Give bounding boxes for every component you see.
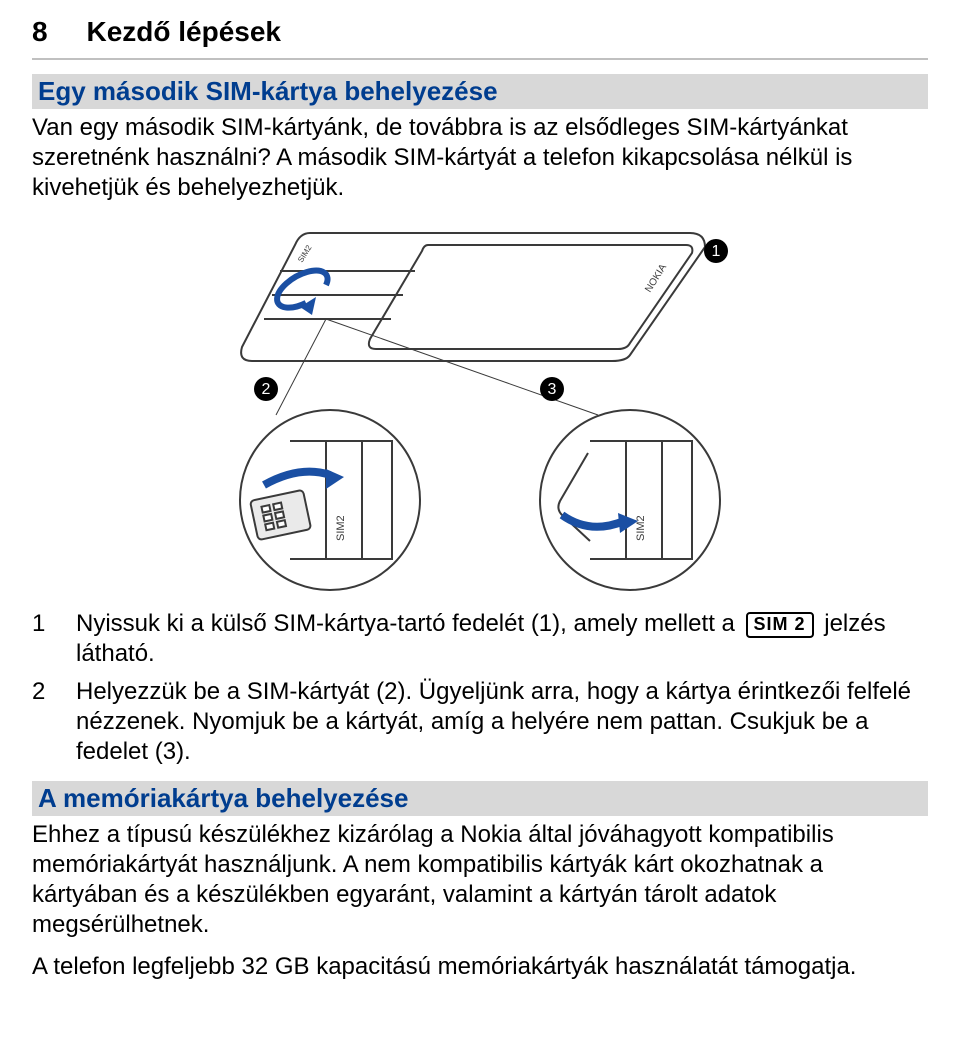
svg-text:SIM2: SIM2 — [335, 515, 347, 541]
callout-1: 1 — [712, 243, 721, 260]
svg-text:SIM2: SIM2 — [635, 515, 647, 541]
step-1-number: 1 — [32, 609, 76, 669]
sim-figure: NOKIA SIM2 1 2 3 SIM2 — [130, 215, 830, 595]
footer-text: A telefon legfeljebb 32 GB kapacitású me… — [32, 952, 928, 982]
step-1: 1 Nyissuk ki a külső SIM-kártya-tartó fe… — [32, 609, 928, 669]
step-2-text: Helyezzük be a SIM-kártyát (2). Ügyeljün… — [76, 677, 928, 767]
callout-2: 2 — [262, 381, 271, 398]
page-header: 8 Kezdő lépések — [32, 16, 928, 48]
page-title: Kezdő lépések — [86, 16, 281, 47]
steps-list: 1 Nyissuk ki a külső SIM-kártya-tartó fe… — [32, 609, 928, 767]
page-number: 8 — [32, 16, 48, 47]
section1-title: Egy második SIM-kártya behelyezése — [32, 74, 928, 109]
step-2: 2 Helyezzük be a SIM-kártyát (2). Ügyelj… — [32, 677, 928, 767]
sim2-badge: SIM 2 — [746, 612, 814, 638]
svg-text:NOKIA: NOKIA — [643, 262, 669, 294]
step-1-text: Nyissuk ki a külső SIM-kártya-tartó fede… — [76, 609, 928, 669]
callout-3: 3 — [548, 381, 557, 398]
header-rule — [32, 58, 928, 60]
section2-title: A memóriakártya behelyezése — [32, 781, 928, 816]
svg-text:SIM2: SIM2 — [296, 243, 314, 264]
page: 8 Kezdő lépések Egy második SIM-kártya b… — [0, 0, 960, 1006]
section1-para1: Van egy második SIM-kártyánk, de továbbr… — [32, 113, 928, 203]
step-2-number: 2 — [32, 677, 76, 767]
section2-para1: Ehhez a típusú készülékhez kizárólag a N… — [32, 820, 928, 940]
